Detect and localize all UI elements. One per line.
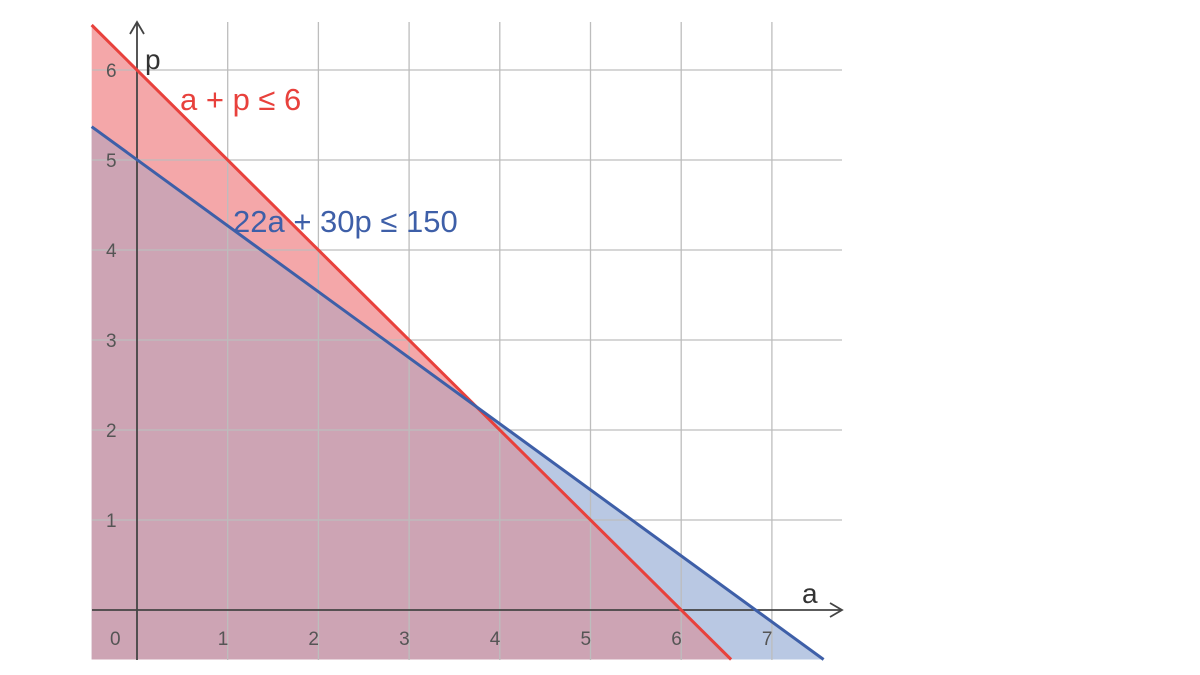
region-overlap <box>91 126 730 660</box>
x-tick-label-2: 2 <box>308 629 319 650</box>
x-tick-label-4: 4 <box>490 629 501 650</box>
axes <box>92 20 844 660</box>
x-axis-arrow <box>829 602 844 618</box>
labels: 0 1 2 3 4 5 6 7 1 2 3 4 5 6 a p a + p ≤ 6 22a + 30p ≤ 150 <box>106 44 818 650</box>
y-tick-label-2: 2 <box>106 421 117 442</box>
boundary-lines <box>90 23 825 661</box>
boundary-line-2 <box>90 125 825 661</box>
y-tick-label-1: 1 <box>106 511 117 532</box>
series-label-1: a + p ≤ 6 <box>180 82 301 117</box>
grid <box>92 22 842 660</box>
feasible-regions <box>91 25 822 660</box>
x-tick-label-7: 7 <box>762 629 773 650</box>
y-tick-label-4: 4 <box>106 241 117 262</box>
y-tick-label-5: 5 <box>106 151 117 172</box>
y-tick-label-6: 6 <box>106 61 117 82</box>
y-axis-arrow <box>129 20 145 35</box>
x-tick-label-3: 3 <box>399 629 410 650</box>
boundary-line-1 <box>90 23 733 661</box>
x-tick-label-5: 5 <box>581 629 592 650</box>
x-tick-label-1: 1 <box>218 629 229 650</box>
series-label-2: 22a + 30p ≤ 150 <box>233 204 458 239</box>
x-tick-label-6: 6 <box>671 629 682 650</box>
x-axis-label: a <box>802 578 818 609</box>
x-tick-label-0: 0 <box>110 629 121 650</box>
y-axis-label: p <box>145 44 161 75</box>
y-tick-label-3: 3 <box>106 331 117 352</box>
